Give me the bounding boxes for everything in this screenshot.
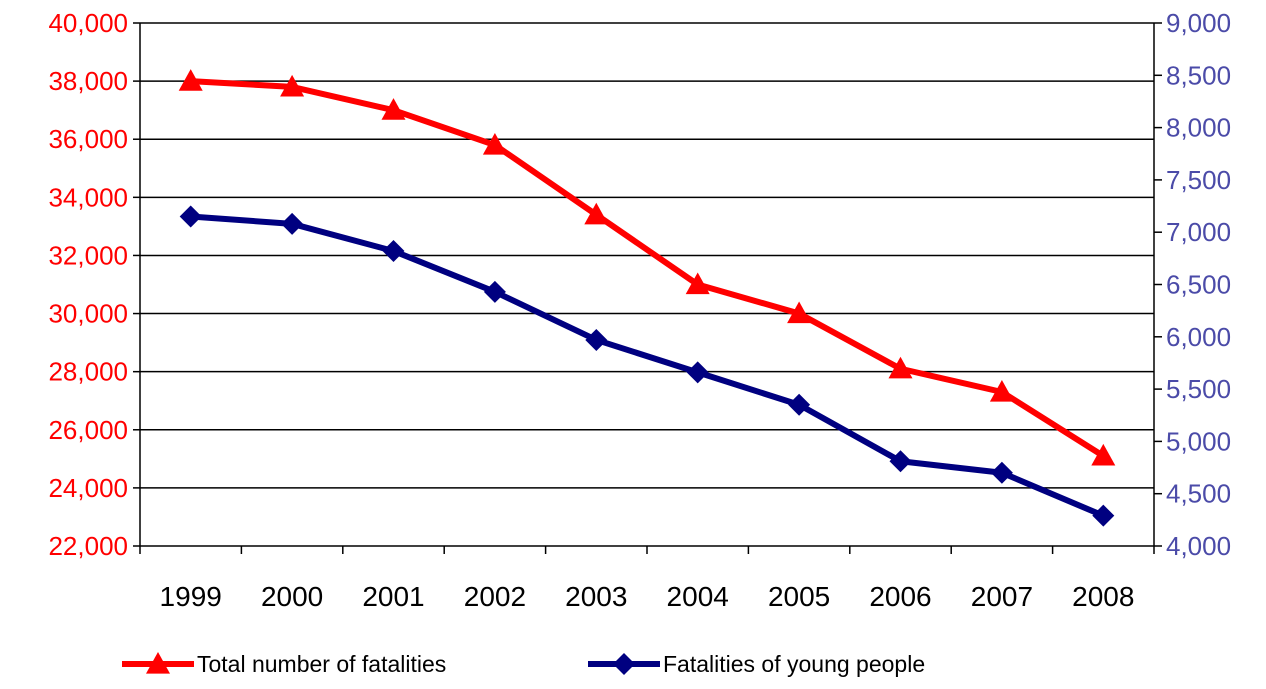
young-fatalities-legend-marker: [613, 653, 635, 675]
left-axis-tick-label: 34,000: [48, 182, 128, 212]
x-axis-tick-label: 2003: [565, 581, 627, 612]
young-fatalities-data-point: [1092, 505, 1114, 527]
right-axis-tick-label: 8,000: [1166, 113, 1231, 143]
young-fatalities-data-point: [180, 206, 202, 228]
x-axis-tick-label: 2001: [362, 581, 424, 612]
young-fatalities-data-point: [585, 329, 607, 351]
young-fatalities-data-point: [383, 240, 405, 262]
right-axis-tick-label: 8,500: [1166, 60, 1231, 90]
left-axis-tick-label: 30,000: [48, 299, 128, 329]
left-axis-tick-label: 36,000: [48, 124, 128, 154]
x-axis-tick-label: 2007: [971, 581, 1033, 612]
right-axis-tick-label: 9,000: [1166, 8, 1231, 38]
data-series: [179, 69, 1116, 527]
left-axis-tick-label: 38,000: [48, 66, 128, 96]
young-fatalities-data-point: [991, 462, 1013, 484]
young-fatalities-legend-label: Fatalities of young people: [663, 651, 925, 677]
left-axis-tick-label: 40,000: [48, 8, 128, 38]
x-axis-tick-label: 2004: [667, 581, 729, 612]
right-axis-tick-label: 6,500: [1166, 270, 1231, 300]
x-axis-tick-label: 2006: [869, 581, 931, 612]
x-axis-tick-label: 2005: [768, 581, 830, 612]
right-axis-tick-label: 6,000: [1166, 322, 1231, 352]
right-axis-tick-label: 5,500: [1166, 374, 1231, 404]
axes: 22,000 24,000 26,000 28,000 30,000 32,000 34,0…: [48, 8, 1231, 612]
left-axis-tick-label: 22,000: [48, 531, 128, 561]
left-axis-tick-label: 24,000: [48, 473, 128, 503]
total-fatalities-series-line: [191, 81, 1104, 456]
x-axis-tick-label: 1999: [160, 581, 222, 612]
young-fatalities-data-point: [484, 281, 506, 303]
legend: Total number of fatalities Fatalities of …: [122, 651, 925, 677]
young-fatalities-data-point: [281, 213, 303, 235]
x-axis-tick-label: 2002: [464, 581, 526, 612]
x-axis-tick-label: 2008: [1072, 581, 1134, 612]
left-axis-tick-label: 26,000: [48, 415, 128, 445]
right-axis-tick-label: 4,000: [1166, 531, 1231, 561]
right-axis-tick-label: 4,500: [1166, 479, 1231, 509]
right-axis-tick-label: 5,000: [1166, 426, 1231, 456]
right-axis-tick-label: 7,000: [1166, 217, 1231, 247]
young-fatalities-data-point: [687, 361, 709, 383]
right-axis-tick-label: 7,500: [1166, 165, 1231, 195]
total-fatalities-legend-label: Total number of fatalities: [197, 651, 446, 677]
left-axis-tick-label: 28,000: [48, 357, 128, 387]
left-axis-tick-label: 32,000: [48, 240, 128, 270]
x-axis-tick-label: 2000: [261, 581, 323, 612]
young-fatalities-series-line: [191, 217, 1104, 516]
